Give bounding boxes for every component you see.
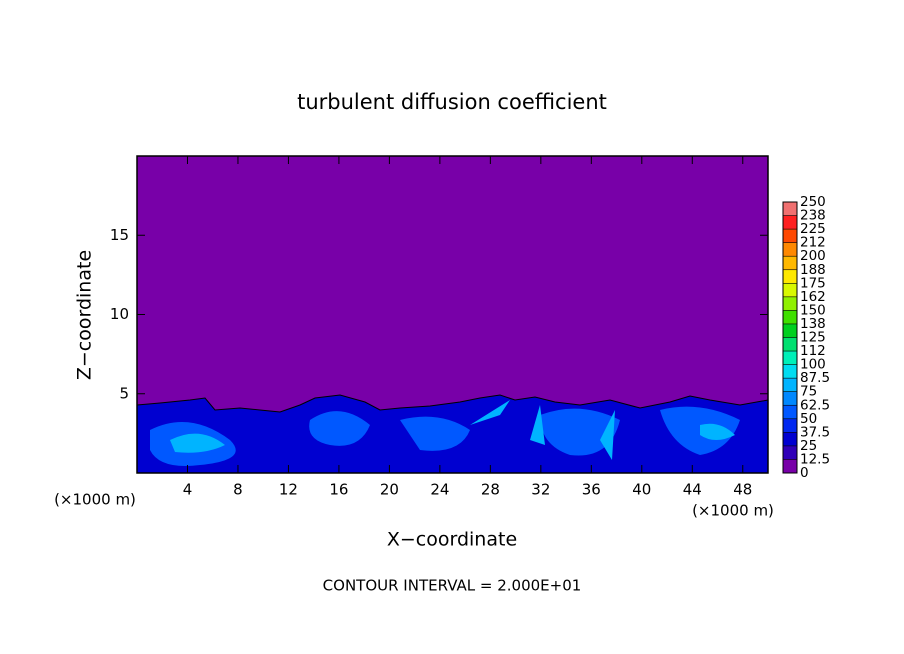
field bbox=[137, 156, 768, 473]
colorbar-band bbox=[783, 391, 797, 406]
x-unit: (×1000 m) bbox=[692, 502, 774, 520]
y-tick-label: 10 bbox=[110, 305, 129, 323]
x-unit: (×1000 m) bbox=[54, 491, 136, 509]
y-tick-label: 5 bbox=[119, 384, 129, 402]
colorbar-label: 12.5 bbox=[800, 451, 830, 467]
x-tick-label: 8 bbox=[233, 481, 243, 499]
colorbar-label: 188 bbox=[800, 262, 826, 278]
colorbar-band bbox=[783, 215, 797, 230]
x-tick-label: 24 bbox=[430, 481, 449, 499]
colorbar-label: 100 bbox=[800, 357, 826, 373]
colorbar-band bbox=[783, 256, 797, 270]
colorbar-label: 112 bbox=[800, 343, 826, 359]
colorbar-band bbox=[783, 432, 797, 446]
colorbar-label: 87.5 bbox=[800, 370, 830, 386]
colorbar-label: 0 bbox=[800, 465, 809, 481]
colorbar-label: 200 bbox=[800, 248, 826, 264]
colorbar-band bbox=[783, 378, 797, 392]
x-tick-label: 48 bbox=[733, 481, 752, 499]
y-axis-label: Z−coordinate bbox=[74, 250, 96, 380]
x-tick-label: 16 bbox=[329, 481, 348, 499]
colorbar-label: 238 bbox=[800, 208, 826, 224]
colorbar-label: 250 bbox=[800, 194, 826, 210]
colorbar-band bbox=[783, 323, 797, 338]
colorbar-label: 75 bbox=[800, 384, 817, 400]
colorbar-label: 25 bbox=[800, 438, 817, 454]
colorbar-label: 138 bbox=[800, 316, 826, 332]
colorbar-band bbox=[783, 459, 797, 473]
footnote: CONTOUR INTERVAL = 2.000E+01 bbox=[323, 577, 582, 595]
colorbar-band bbox=[783, 202, 797, 216]
x-tick-label: 40 bbox=[632, 481, 651, 499]
colorbar-band bbox=[783, 229, 797, 243]
chart-title: turbulent diffusion coefficient bbox=[297, 90, 607, 114]
x-tick-label: 4 bbox=[183, 481, 193, 499]
colorbar-band bbox=[783, 283, 797, 297]
colorbar-band bbox=[783, 405, 797, 419]
colorbar-label: 37.5 bbox=[800, 424, 830, 440]
colorbar-label: 175 bbox=[800, 275, 826, 291]
x-tick-label: 36 bbox=[582, 481, 601, 499]
colorbar-label: 162 bbox=[800, 289, 826, 305]
colorbar-label: 125 bbox=[800, 330, 826, 346]
colorbar-band bbox=[783, 242, 797, 257]
colorbar-band bbox=[783, 269, 797, 284]
colorbar-band bbox=[783, 418, 797, 433]
colorbar-label: 225 bbox=[800, 221, 826, 237]
y-tick-label: 15 bbox=[110, 226, 129, 244]
colorbar-band bbox=[783, 364, 797, 379]
colorbar-label: 212 bbox=[800, 235, 826, 251]
colorbar-band bbox=[783, 445, 797, 460]
colorbar-label: 150 bbox=[800, 302, 826, 318]
x-tick-label: 32 bbox=[531, 481, 550, 499]
colorbar-band bbox=[783, 351, 797, 365]
x-tick-label: 20 bbox=[380, 481, 399, 499]
colorbar-label: 62.5 bbox=[800, 397, 830, 413]
colorbar-band bbox=[783, 310, 797, 324]
x-tick-label: 44 bbox=[683, 481, 702, 499]
x-tick-label: 28 bbox=[481, 481, 500, 499]
x-axis-label: X−coordinate bbox=[387, 529, 517, 551]
x-tick-label: 12 bbox=[279, 481, 298, 499]
colorbar-label: 50 bbox=[800, 411, 817, 427]
colorbar-band bbox=[783, 296, 797, 311]
colorbar-band bbox=[783, 337, 797, 352]
